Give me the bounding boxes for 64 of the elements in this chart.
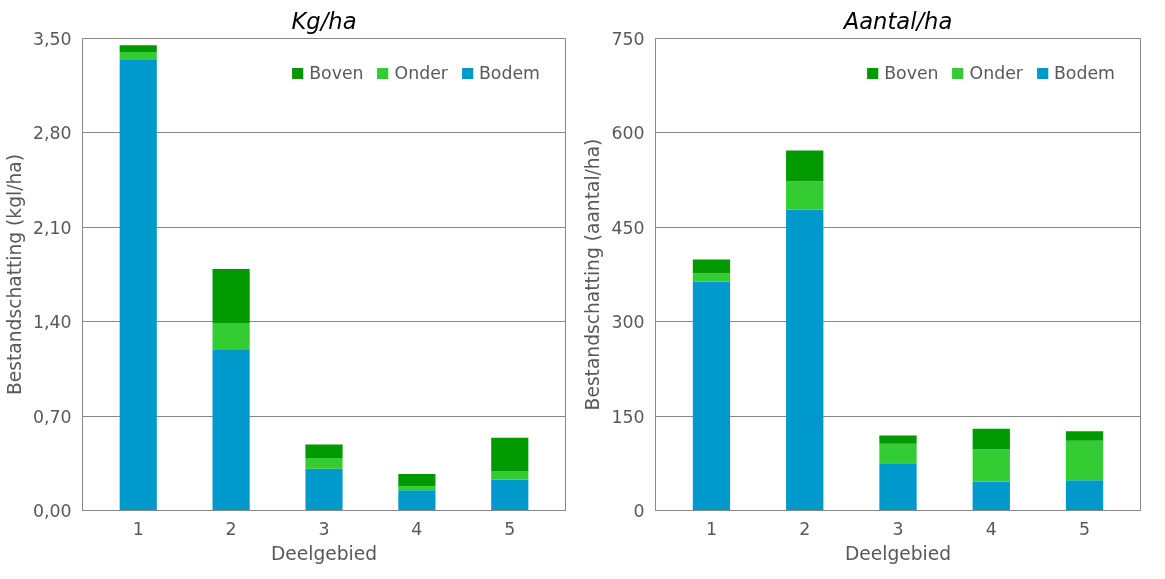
bar [119,60,157,511]
bar [1065,431,1104,441]
legend-label: Bodem [1053,63,1115,83]
bar [972,428,1010,450]
y-tick-label: 1,40 [32,312,72,333]
x-tick-label: 5 [504,518,516,539]
bar [119,51,157,61]
y-tick-label: 2,80 [32,123,72,144]
bar [212,350,250,511]
y-tick-label: 2,10 [32,217,72,238]
bar [491,471,529,480]
y-tick-label: 0 [633,501,645,521]
legend-label: Boven [309,63,364,83]
legend-label: Onder [969,63,1023,83]
x-tick-label: 3 [318,518,330,539]
bar [972,449,1010,482]
bar [879,463,917,511]
x-tick-label: 2 [225,518,237,539]
y-tick-label: 450 [611,217,645,238]
y-axis-title: Bestandschatting (kgl/ha) [3,154,25,395]
y-tick-label: 600 [611,123,645,144]
legend-label: Bodem [478,63,540,83]
x-axis-title: Deelgebied [844,542,952,564]
bar [692,273,731,282]
bar [786,181,824,210]
chart-title: Aantal/ha [841,7,953,34]
x-axis-title: Deelgebied [270,542,378,564]
bar [212,323,250,351]
y-tick-label: 150 [611,406,645,427]
bar [398,474,436,487]
y-tick-label: 300 [611,312,645,333]
bar [1065,480,1104,511]
bar [119,45,157,52]
bar [879,435,917,444]
y-axis-title: Bestandschatting (aantal/ha) [582,138,604,411]
x-tick-label: 2 [799,518,811,539]
x-tick-label: 1 [705,518,717,539]
bar [1065,440,1104,481]
legend-label: Boven [884,63,939,83]
legend-label: Onder [394,63,448,83]
chart-title: Kg/ha [291,7,357,34]
bar [305,444,343,458]
bar [491,479,529,511]
bar [398,486,436,491]
x-tick-label: 4 [411,518,423,539]
bar [692,281,731,511]
x-tick-label: 4 [985,518,997,539]
bar [491,437,529,472]
bar [786,209,824,511]
y-tick-label: 0,00 [32,501,72,521]
y-tick-label: 750 [611,29,645,49]
bar [692,259,731,274]
y-tick-label: 0,70 [32,406,72,427]
bar [212,269,250,324]
x-tick-label: 5 [1079,518,1091,539]
y-tick-label: 3,50 [32,29,72,49]
bar [972,481,1010,511]
x-tick-label: 3 [892,518,904,539]
x-tick-label: 1 [132,518,144,539]
bar [398,490,436,511]
bar [305,468,343,511]
bar [879,443,917,464]
bar [786,150,824,182]
bar [305,457,343,469]
